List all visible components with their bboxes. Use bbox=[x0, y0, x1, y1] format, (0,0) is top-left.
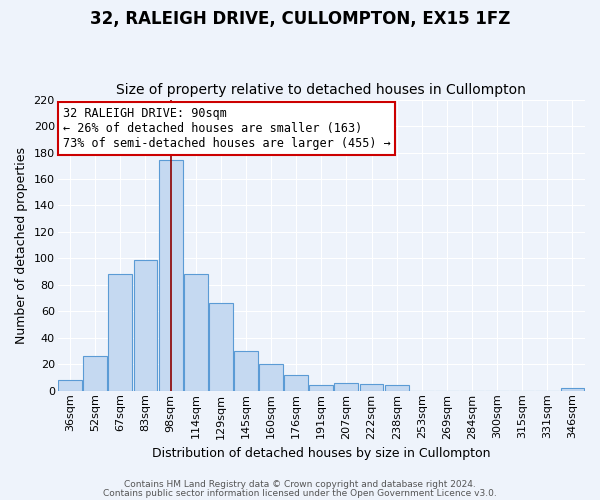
Text: Contains HM Land Registry data © Crown copyright and database right 2024.: Contains HM Land Registry data © Crown c… bbox=[124, 480, 476, 489]
Bar bbox=[209, 304, 233, 391]
Bar bbox=[184, 274, 208, 391]
Bar bbox=[284, 375, 308, 391]
Y-axis label: Number of detached properties: Number of detached properties bbox=[15, 146, 28, 344]
Bar bbox=[560, 388, 584, 391]
Bar bbox=[83, 356, 107, 391]
Bar bbox=[310, 386, 333, 391]
Bar bbox=[109, 274, 133, 391]
Bar bbox=[259, 364, 283, 391]
Bar bbox=[359, 384, 383, 391]
Text: 32, RALEIGH DRIVE, CULLOMPTON, EX15 1FZ: 32, RALEIGH DRIVE, CULLOMPTON, EX15 1FZ bbox=[90, 10, 510, 28]
Bar bbox=[234, 351, 258, 391]
Bar bbox=[158, 160, 182, 391]
Text: 32 RALEIGH DRIVE: 90sqm
← 26% of detached houses are smaller (163)
73% of semi-d: 32 RALEIGH DRIVE: 90sqm ← 26% of detache… bbox=[63, 107, 391, 150]
Bar bbox=[385, 386, 409, 391]
Title: Size of property relative to detached houses in Cullompton: Size of property relative to detached ho… bbox=[116, 83, 526, 97]
Bar bbox=[58, 380, 82, 391]
X-axis label: Distribution of detached houses by size in Cullompton: Distribution of detached houses by size … bbox=[152, 447, 491, 460]
Text: Contains public sector information licensed under the Open Government Licence v3: Contains public sector information licen… bbox=[103, 488, 497, 498]
Bar bbox=[134, 260, 157, 391]
Bar bbox=[334, 383, 358, 391]
